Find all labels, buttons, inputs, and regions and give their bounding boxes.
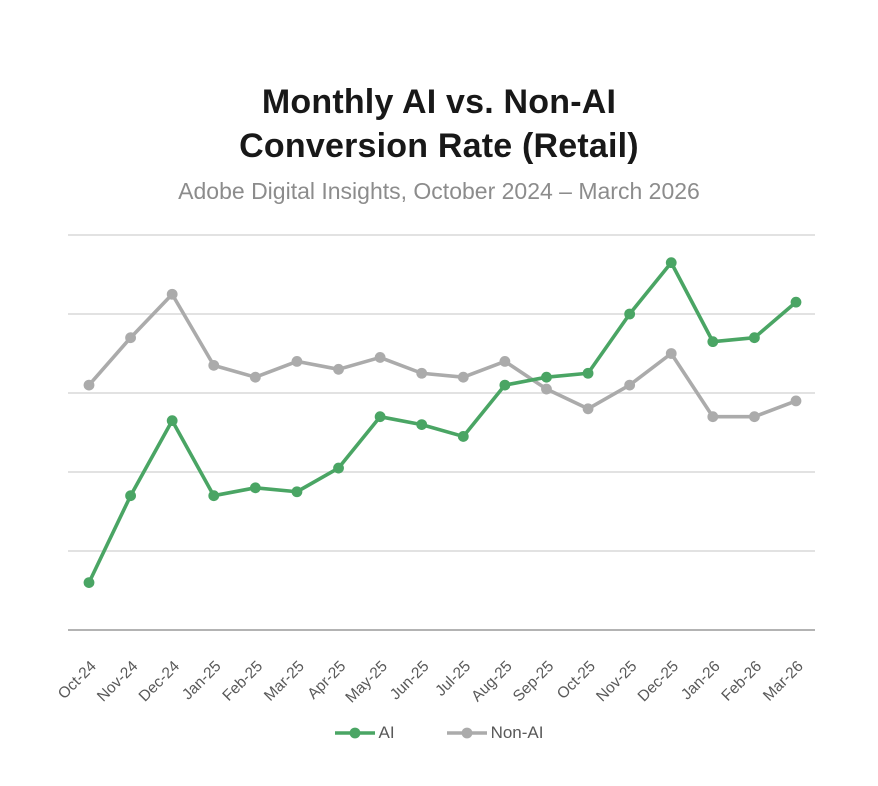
series-line-ai	[87, 260, 798, 585]
chart-legend: AI Non-AI	[0, 723, 878, 743]
data-point-ai	[707, 336, 719, 348]
chart-header: Monthly AI vs. Non-AI Conversion Rate (R…	[0, 80, 878, 204]
data-point-ai	[416, 419, 428, 430]
x-tick-label: Oct-24	[55, 658, 100, 703]
data-point-ai	[166, 415, 178, 427]
data-point-non-ai	[665, 348, 677, 359]
data-point-ai	[499, 379, 511, 391]
ai-series-marker-icon	[334, 727, 375, 739]
x-tick-label: Feb-26	[718, 658, 765, 705]
x-tick-label: Dec-25	[635, 658, 682, 705]
series-line-non-ai	[87, 292, 798, 419]
data-point-ai	[125, 490, 136, 502]
legend-label-ai: AI	[378, 723, 395, 742]
data-point-non-ai	[541, 383, 552, 395]
data-point-non-ai	[582, 403, 594, 415]
legend-label-non-ai: Non-AI	[490, 723, 544, 742]
data-point-non-ai	[457, 371, 469, 383]
x-tick-label: Jan-26	[678, 658, 724, 704]
x-tick-label: Feb-25	[219, 658, 266, 705]
chart-title: Monthly AI vs. Non-AI Conversion Rate (R…	[0, 80, 878, 168]
data-point-non-ai	[707, 411, 719, 423]
data-point-ai	[582, 367, 594, 379]
x-tick-label: Nov-24	[94, 658, 142, 706]
data-point-non-ai	[125, 332, 136, 344]
x-tick-label: Jun-25	[387, 658, 433, 704]
data-point-ai	[333, 462, 344, 474]
data-point-non-ai	[249, 371, 261, 383]
data-point-ai	[665, 257, 677, 269]
data-point-ai	[374, 411, 386, 423]
data-point-ai	[457, 431, 469, 442]
x-tick-label: Nov-25	[593, 658, 640, 705]
data-point-ai	[541, 371, 552, 383]
data-point-non-ai	[416, 367, 428, 379]
data-point-non-ai	[83, 379, 95, 391]
data-point-non-ai	[333, 363, 344, 375]
x-tick-label: Sep-25	[510, 658, 557, 705]
chart-title-line1: Monthly AI vs. Non-AI	[261, 83, 617, 121]
data-point-non-ai	[291, 356, 303, 367]
x-tick-label: Dec-24	[136, 658, 184, 706]
x-tick-label: Apr-25	[304, 658, 349, 703]
line-chart: Oct-24Nov-24Dec-24Jan-25Feb-25Mar-25Apr-…	[55, 234, 815, 707]
chart-subtitle: Adobe Digital Insights, October 2024 – M…	[178, 178, 700, 204]
x-tick-label: Jan-25	[179, 658, 225, 704]
data-point-non-ai	[208, 359, 220, 371]
chart-title-line2: Conversion Rate (Retail)	[239, 127, 639, 165]
x-tick-label: Mar-25	[261, 658, 308, 705]
legend-item-ai: AI	[334, 723, 395, 743]
data-point-ai	[749, 332, 760, 344]
data-point-non-ai	[624, 379, 636, 391]
x-tick-label: Aug-25	[468, 658, 515, 705]
data-point-non-ai	[499, 356, 511, 367]
data-point-non-ai	[749, 411, 760, 423]
data-point-non-ai	[790, 395, 802, 407]
data-point-non-ai	[166, 288, 178, 300]
non-ai-series-marker-icon	[446, 727, 487, 739]
data-point-ai	[208, 490, 220, 502]
legend-item-non-ai: Non-AI	[446, 723, 544, 743]
data-point-ai	[624, 308, 636, 320]
x-tick-label: Mar-26	[760, 658, 807, 705]
x-tick-label: Oct-25	[554, 658, 599, 703]
data-point-ai	[790, 296, 802, 308]
data-point-ai	[291, 486, 303, 498]
data-point-ai	[249, 482, 261, 494]
x-tick-label: May-25	[342, 658, 391, 707]
data-point-ai	[83, 577, 95, 588]
data-point-non-ai	[374, 352, 386, 363]
